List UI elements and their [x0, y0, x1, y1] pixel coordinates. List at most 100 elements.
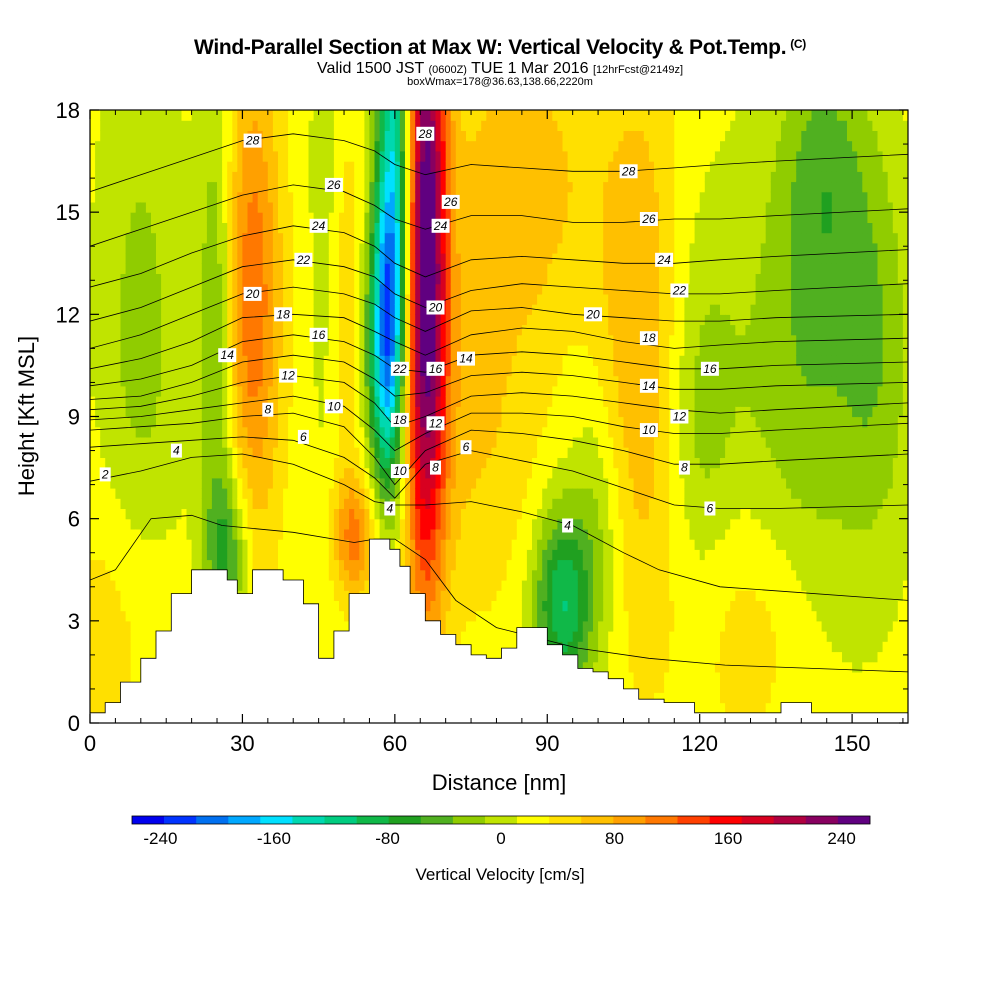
velocity-cell — [237, 477, 243, 489]
velocity-cell — [181, 365, 188, 377]
velocity-cell — [161, 385, 167, 397]
velocity-cell — [135, 467, 142, 479]
velocity-cell — [440, 150, 447, 162]
velocity-cell — [349, 508, 355, 520]
velocity-cell — [145, 110, 152, 121]
velocity-cell — [323, 488, 330, 499]
velocity-cell — [257, 273, 264, 285]
velocity-cell — [262, 232, 269, 244]
velocity-cell — [196, 283, 203, 295]
velocity-cell — [455, 140, 462, 152]
velocity-cell — [506, 232, 513, 244]
velocity-cell — [496, 406, 503, 418]
velocity-cell — [425, 171, 431, 183]
velocity-cell — [364, 488, 371, 499]
velocity-cell — [252, 528, 259, 540]
velocity-cell — [415, 181, 421, 193]
velocity-cell — [267, 539, 274, 550]
velocity-cell — [349, 201, 355, 213]
velocity-cell — [466, 549, 472, 561]
velocity-cell — [161, 171, 167, 183]
velocity-cell — [450, 488, 457, 499]
velocity-cell — [237, 263, 243, 274]
velocity-cell — [491, 181, 498, 193]
velocity-cell — [333, 283, 340, 295]
velocity-cell — [145, 181, 152, 193]
velocity-cell — [145, 120, 152, 131]
velocity-cell — [140, 324, 147, 336]
velocity-cell — [344, 416, 350, 428]
velocity-cell — [186, 436, 193, 448]
velocity-cell — [125, 110, 132, 121]
velocity-cell — [450, 365, 457, 377]
velocity-cell — [333, 467, 340, 479]
velocity-cell — [278, 140, 284, 152]
velocity-cell — [430, 580, 437, 591]
velocity-cell — [491, 631, 498, 642]
velocity-cell — [130, 610, 137, 622]
velocity-cell — [481, 396, 487, 407]
velocity-cell — [105, 293, 111, 305]
velocity-cell — [186, 355, 193, 366]
velocity-cell — [242, 488, 249, 499]
velocity-cell — [410, 416, 416, 428]
velocity-cell — [90, 447, 96, 458]
velocity-cell — [90, 181, 96, 193]
velocity-cell — [196, 222, 203, 234]
velocity-cell — [455, 457, 462, 469]
velocity-cell — [481, 488, 487, 499]
velocity-cell — [506, 222, 513, 234]
velocity-cell — [247, 304, 254, 315]
velocity-cell — [486, 610, 492, 622]
velocity-cell — [105, 426, 111, 438]
velocity-cell — [399, 304, 406, 315]
velocity-cell — [359, 110, 365, 121]
velocity-cell — [455, 488, 462, 499]
velocity-cell — [283, 498, 289, 509]
velocity-cell — [430, 610, 437, 622]
velocity-cell — [242, 559, 249, 571]
velocity-cell — [501, 477, 508, 489]
velocity-cell — [110, 171, 116, 183]
velocity-cell — [125, 232, 132, 244]
velocity-cell — [171, 171, 177, 183]
velocity-cell — [405, 232, 411, 244]
velocity-cell — [278, 457, 284, 469]
velocity-cell — [298, 375, 304, 387]
velocity-cell — [476, 110, 482, 121]
velocity-cell — [176, 283, 183, 295]
velocity-cell — [201, 314, 208, 326]
velocity-cell — [420, 580, 426, 591]
velocity-cell — [384, 436, 391, 448]
velocity-cell — [171, 508, 177, 520]
velocity-cell — [333, 549, 340, 561]
velocity-cell — [288, 528, 294, 540]
velocity-cell — [252, 263, 259, 274]
velocity-cell — [120, 253, 127, 264]
velocity-cell — [359, 477, 365, 489]
velocity-cell — [415, 201, 421, 213]
velocity-cell — [445, 324, 452, 336]
velocity-cell — [379, 467, 386, 479]
velocity-cell — [186, 201, 193, 213]
velocity-cell — [384, 365, 391, 377]
velocity-cell — [445, 365, 452, 377]
velocity-cell — [120, 436, 127, 448]
velocity-cell — [481, 110, 487, 121]
velocity-cell — [481, 191, 487, 203]
velocity-cell — [217, 406, 223, 418]
velocity-cell — [476, 191, 482, 203]
velocity-cell — [211, 324, 218, 336]
velocity-cell — [288, 518, 294, 530]
velocity-cell — [115, 692, 122, 704]
velocity-cell — [242, 385, 249, 397]
velocity-cell — [237, 457, 243, 469]
velocity-cell — [115, 365, 122, 377]
velocity-cell — [501, 130, 508, 142]
velocity-cell — [272, 201, 279, 213]
velocity-cell — [344, 201, 350, 213]
velocity-cell — [257, 365, 264, 377]
velocity-cell — [110, 508, 116, 520]
velocity-cell — [369, 436, 376, 448]
